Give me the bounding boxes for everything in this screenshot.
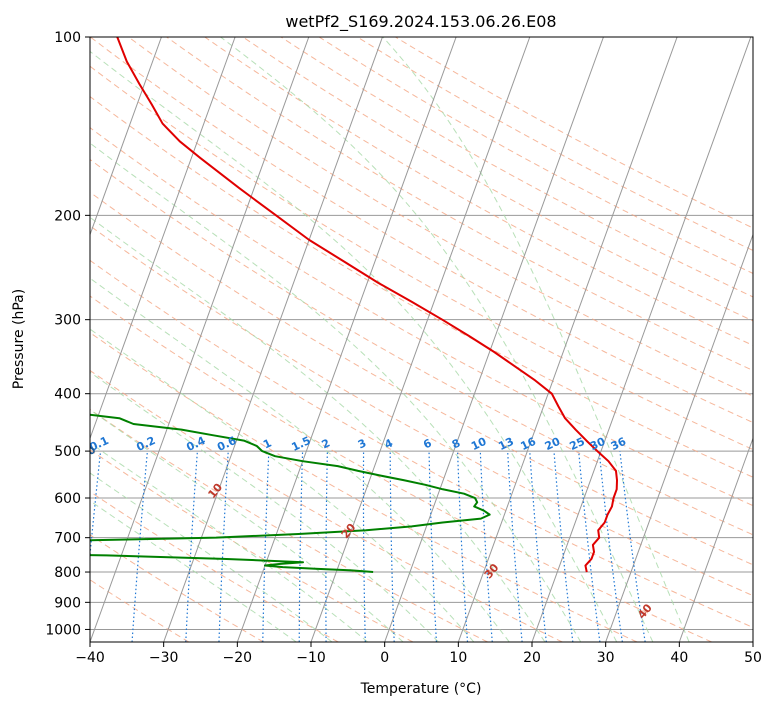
isotherm-line (531, 37, 752, 642)
mixing-ratio-label: 30 (588, 435, 608, 453)
dry-adiabat-line (204, 37, 753, 346)
chart-title: wetPf2_S169.2024.153.06.26.E08 (285, 12, 556, 32)
dry-adiabat-line (90, 408, 488, 642)
isotherm-line (163, 37, 383, 642)
mixing-ratio-line (529, 451, 547, 642)
x-tick-label: 50 (744, 650, 762, 666)
moist-adiabat-line (382, 37, 690, 642)
moist-adiabat-line (90, 277, 510, 642)
dry-adiabat-line (90, 95, 753, 478)
y-tick-label: 700 (54, 531, 81, 547)
y-tick-label: 600 (54, 491, 81, 507)
mixing-ratio-line (619, 451, 646, 642)
dry-adiabat-line (90, 65, 753, 451)
y-tick-label: 200 (54, 208, 81, 224)
isotherm-line (90, 37, 162, 237)
y-tick-label: 1000 (45, 622, 81, 638)
x-axis-title: Temperature (°C) (360, 681, 482, 697)
x-tick-label: −40 (75, 650, 105, 666)
x-tick-label: 40 (670, 650, 688, 666)
dry-adiabat-line (90, 259, 753, 629)
dry-adiabat-line (90, 369, 563, 642)
moist-adiabat-line (90, 50, 618, 642)
isotherm-line (678, 436, 753, 642)
x-tick-label: 30 (597, 650, 615, 666)
mixing-ratio-line (598, 451, 623, 642)
isotherm-line (236, 37, 457, 642)
moist-adiabat-line (90, 142, 582, 642)
isotherm-line (384, 37, 604, 642)
dry-adiabat-line (90, 191, 753, 566)
dry-adiabat-line (166, 37, 753, 372)
isotherm-line (310, 37, 531, 642)
dry-adiabat-line (90, 534, 264, 642)
x-tick-label: 20 (523, 650, 541, 666)
dry-adiabat-line (90, 490, 339, 642)
x-tick-label: −20 (223, 650, 253, 666)
moist-adiabat-line (90, 500, 297, 642)
moist-adiabat-line (90, 442, 368, 642)
moist-adiabat-line (90, 371, 439, 642)
dry-adiabat-line (90, 158, 753, 536)
isotherm-line (605, 233, 753, 642)
dry-adiabat-label: 0 (84, 443, 99, 457)
mixing-ratio-line (578, 451, 601, 642)
mixing-ratio-line (507, 451, 523, 642)
isotherm-line (90, 37, 310, 642)
temperature-profile-line (116, 37, 619, 573)
mixing-ratio-label: 10 (469, 435, 489, 453)
dry-adiabat-line (90, 127, 753, 507)
y-tick-label: 800 (54, 565, 81, 581)
x-tick-label: 10 (449, 650, 467, 666)
x-tick-label: 0 (380, 650, 389, 666)
dry-adiabat-line (90, 37, 753, 424)
y-axis-title: Pressure (hPa) (11, 289, 27, 389)
dry-adiabat-line (90, 225, 753, 597)
moist-adiabat-line (90, 472, 333, 642)
y-tick-label: 100 (54, 30, 81, 46)
mixing-ratio-label: 20 (543, 435, 563, 453)
data-layer (90, 37, 619, 574)
mixing-ratio-line (90, 451, 102, 561)
mixing-ratio-line (131, 451, 149, 642)
mixing-ratio-label: 13 (496, 435, 515, 453)
y-tick-label: 900 (54, 595, 81, 611)
dewpoint-profile-line (90, 413, 491, 574)
moist-adiabat-line (90, 328, 475, 642)
x-tick-label: −30 (149, 650, 179, 666)
isotherm-line (457, 37, 678, 642)
mixing-ratio-label: 16 (519, 435, 539, 453)
y-tick-label: 400 (54, 387, 81, 403)
dry-adiabat-line (90, 295, 712, 642)
isotherm-line (90, 37, 236, 440)
y-tick-label: 500 (54, 444, 81, 460)
mixing-ratio-label: 36 (609, 435, 629, 453)
y-tick-label: 300 (54, 313, 81, 329)
moist-adiabat-line (220, 37, 654, 642)
axis-layer: −40 −30 −20 −10 0 10 20 30 40 5010020030040050060… (45, 30, 762, 666)
moist-adiabat-line (90, 409, 404, 642)
x-tick-label: −10 (296, 650, 326, 666)
mixing-ratio-line (553, 451, 574, 642)
mixing-ratio-label: 25 (568, 435, 587, 453)
plot-frame (89, 36, 754, 643)
moist-adiabat-line (90, 216, 546, 642)
